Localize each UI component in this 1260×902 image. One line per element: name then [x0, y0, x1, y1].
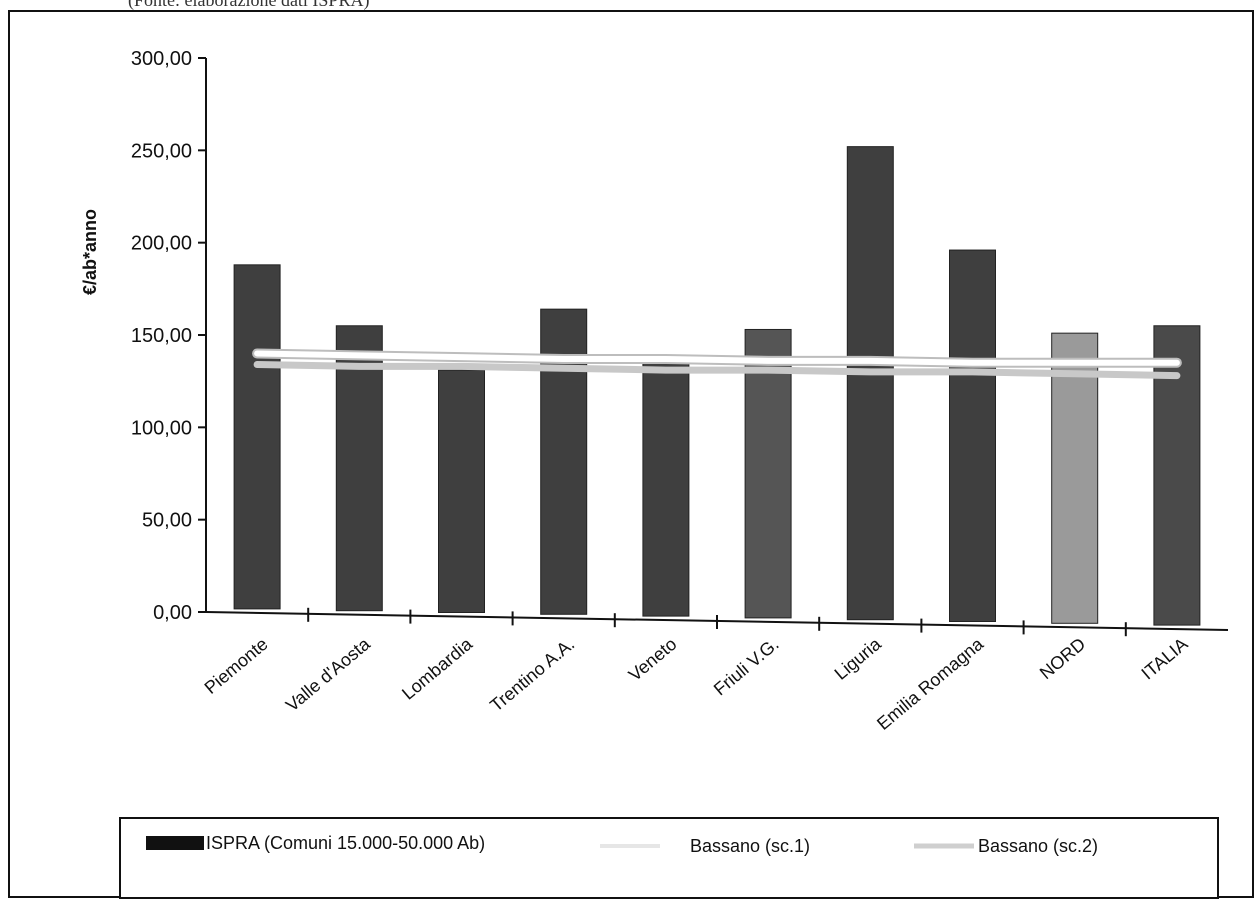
x-tick-label: Friuli V.G. — [710, 634, 783, 700]
y-tick-label: 50,00 — [142, 510, 192, 532]
bar — [846, 146, 894, 621]
y-tick-label: 300,00 — [131, 48, 192, 70]
x-tick-label: Trentino A.A. — [486, 634, 578, 716]
series-line — [254, 350, 1180, 366]
x-tick-label: NORD — [1036, 634, 1089, 683]
chart-frame — [8, 10, 1254, 898]
legend-box — [119, 817, 1219, 899]
y-tick-label: 150,00 — [131, 325, 192, 347]
x-tick-label: Emilia Romagna — [873, 633, 988, 734]
y-tick-label: 100,00 — [131, 417, 192, 439]
legend-label: ISPRA (Comuni 15.000-50.000 Ab) — [206, 833, 485, 853]
bar — [1051, 332, 1099, 624]
y-axis-label: €/ab*anno — [80, 209, 100, 295]
x-tick-label: Liguria — [831, 633, 886, 684]
bar — [744, 328, 792, 619]
header-strip: (Fonte: elaborazione dati ISPRA) — [0, 0, 1260, 10]
bar — [642, 360, 690, 617]
bar — [949, 249, 996, 622]
series-line — [253, 361, 1181, 380]
x-tick-label: Valle d'Aosta — [282, 633, 375, 715]
legend-label: Bassano (sc.1) — [690, 836, 810, 856]
bar — [335, 325, 383, 612]
x-tick-label: ITALIA — [1137, 634, 1191, 684]
x-tick-label: Lombardia — [398, 633, 477, 704]
bar — [233, 264, 281, 610]
x-tick-label: Piemonte — [201, 634, 272, 698]
legend-label: Bassano (sc.2) — [978, 836, 1098, 856]
y-tick-label: 0,00 — [153, 602, 192, 624]
y-tick-label: 250,00 — [131, 140, 192, 162]
y-tick-label: 200,00 — [131, 233, 192, 255]
legend-swatch — [146, 836, 204, 850]
bar — [1153, 325, 1201, 626]
header-caption: (Fonte: elaborazione dati ISPRA) — [128, 0, 370, 10]
bar — [438, 369, 485, 613]
x-tick-label: Veneto — [625, 634, 681, 685]
